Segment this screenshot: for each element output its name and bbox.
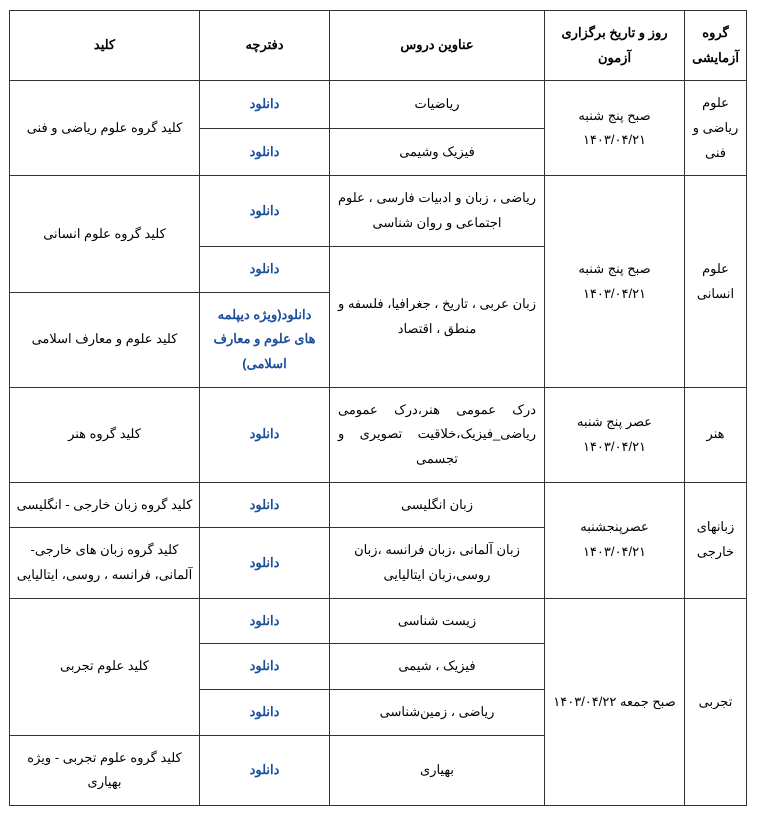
key-math: کلید گروه علوم ریاضی و فنی [10,81,200,176]
date-exp: صبح جمعه ۱۴۰۳/۰۴/۲۲ [545,598,685,805]
download-link[interactable]: دانلود [250,613,280,628]
booklet-cell: دانلود [200,598,330,644]
group-lang: زبانهای خارجی [685,482,747,598]
booklet-cell: دانلود [200,482,330,528]
download-link[interactable]: دانلود [250,203,280,218]
download-link-islamic[interactable]: دانلود(ویژه دیپلمه های علوم و معارف اسلا… [214,307,316,371]
subject-cell: فیزیک وشیمی [330,128,545,176]
group-human: علوم انسانی [685,176,747,387]
table-row: زبانهای خارجی عصرپنجشنبه ۱۴۰۳/۰۴/۲۱ زبان… [10,482,747,528]
booklet-cell: دانلود [200,246,330,292]
download-link[interactable]: دانلود [250,762,280,777]
table-row: تجربی صبح جمعه ۱۴۰۳/۰۴/۲۲ زیست شناسی دان… [10,598,747,644]
group-math: علوم ریاضی و فنی [685,81,747,176]
exam-schedule-table: گروه آزمایشی روز و تاریخ برگزاری آزمون ع… [9,10,747,806]
key-human: کلید گروه علوم انسانی [10,176,200,292]
booklet-cell: دانلود [200,528,330,598]
download-link[interactable]: دانلود [250,704,280,719]
group-art: هنر [685,387,747,482]
date-art: عصر پنج شنبه ۱۴۰۳/۰۴/۲۱ [545,387,685,482]
subject-cell: زبان انگلیسی [330,482,545,528]
download-link[interactable]: دانلود [250,555,280,570]
date-lang: عصرپنجشنبه ۱۴۰۳/۰۴/۲۱ [545,482,685,598]
download-link[interactable]: دانلود [250,144,280,159]
download-link[interactable]: دانلود [250,261,280,276]
header-group: گروه آزمایشی [685,11,747,81]
table-row: هنر عصر پنج شنبه ۱۴۰۳/۰۴/۲۱ درک عمومی هن… [10,387,747,482]
header-subjects: عناوین دروس [330,11,545,81]
booklet-cell: دانلود [200,176,330,246]
booklet-cell: دانلود [200,128,330,176]
subject-cell: فیزیک ، شیمی [330,644,545,690]
download-link[interactable]: دانلود [250,426,280,441]
group-exp: تجربی [685,598,747,805]
booklet-cell: دانلود [200,690,330,736]
table-header-row: گروه آزمایشی روز و تاریخ برگزاری آزمون ع… [10,11,747,81]
subject-cell: درک عمومی هنر،درک عمومی ریاضی_فیزیک،خلاق… [330,387,545,482]
header-booklet: دفترچه [200,11,330,81]
key-lang-other: کلید گروه زبان های خارجی- آلمانی، فرانسه… [10,528,200,598]
booklet-cell: دانلود(ویژه دیپلمه های علوم و معارف اسلا… [200,292,330,387]
subject-cell: زبان آلمانی ،زبان فرانسه ،زبان روسی،زبان… [330,528,545,598]
date-math: صبح پنج شنبه ۱۴۰۳/۰۴/۲۱ [545,81,685,176]
subject-cell: ریاضیات [330,81,545,129]
subject-cell: بهیاری [330,735,545,805]
subject-cell: زیست شناسی [330,598,545,644]
key-art: کلید گروه هنر [10,387,200,482]
subject-cell: ریاضی ، زبان و ادبیات فارسی ، علوم اجتما… [330,176,545,246]
download-link[interactable]: دانلود [250,658,280,673]
booklet-cell: دانلود [200,735,330,805]
table-row: علوم انسانی صبح پنج شنبه ۱۴۰۳/۰۴/۲۱ ریاض… [10,176,747,246]
key-exp: کلید علوم تجربی [10,598,200,735]
download-link[interactable]: دانلود [250,96,280,111]
date-human: صبح پنج شنبه ۱۴۰۳/۰۴/۲۱ [545,176,685,387]
header-date: روز و تاریخ برگزاری آزمون [545,11,685,81]
header-key: کلید [10,11,200,81]
booklet-cell: دانلود [200,387,330,482]
subject-cell: زبان عربی ، تاریخ ، جغرافیا، فلسفه و منط… [330,246,545,387]
subject-cell: ریاضی ، زمین‌شناسی [330,690,545,736]
key-islamic: کلید علوم و معارف اسلامی [10,292,200,387]
table-row: علوم ریاضی و فنی صبح پنج شنبه ۱۴۰۳/۰۴/۲۱… [10,81,747,129]
key-lang-en: کلید گروه زبان خارجی - انگلیسی [10,482,200,528]
booklet-cell: دانلود [200,81,330,129]
booklet-cell: دانلود [200,644,330,690]
download-link[interactable]: دانلود [250,497,280,512]
key-exp-beh: کلید گروه علوم تجربی - ویژه بهیاری [10,735,200,805]
